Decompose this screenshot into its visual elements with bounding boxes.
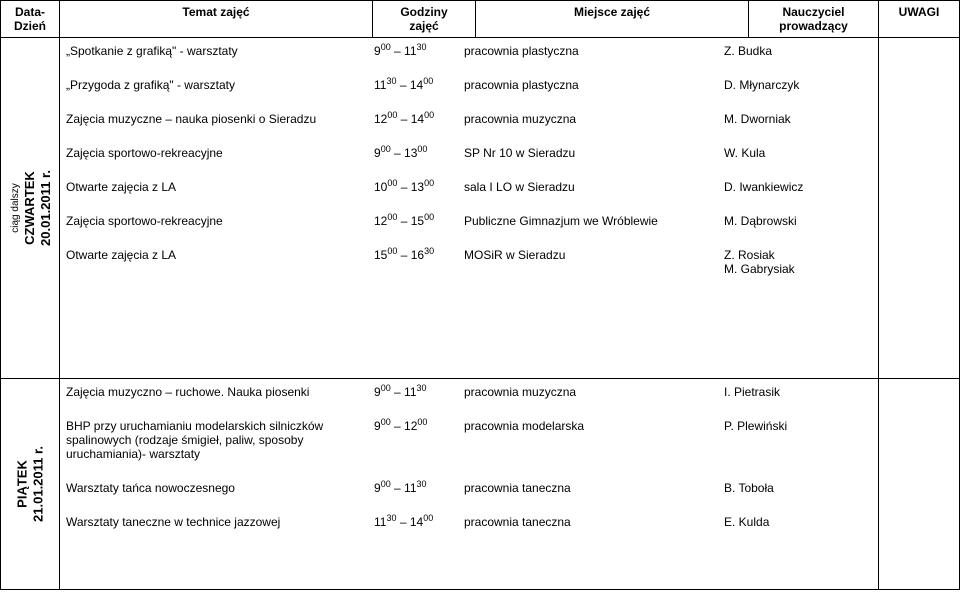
table-row: Zajęcia sportowo-rekreacyjne1200 – 1500P… bbox=[60, 208, 878, 234]
col-place: Miejsce zajęć bbox=[476, 1, 749, 38]
subject-cell: Warsztaty taneczne w technice jazzowej bbox=[66, 515, 374, 529]
teacher-cell: Z. RosiakM. Gabrysiak bbox=[724, 248, 872, 276]
row-spacer bbox=[60, 132, 878, 140]
header-teacher: Nauczycielprowadzący bbox=[779, 5, 848, 33]
content-friday: Zajęcia muzyczno – ruchowe. Nauka piosen… bbox=[60, 379, 879, 590]
header-hours: Godzinyzajęć bbox=[400, 5, 447, 33]
subject-cell: „Przygoda z grafiką" - warsztaty bbox=[66, 78, 374, 92]
subject-cell: Otwarte zajęcia z LA bbox=[66, 180, 374, 194]
hours-cell: 900 – 1130 bbox=[374, 385, 464, 399]
place-cell: MOSiR w Sieradzu bbox=[464, 248, 724, 262]
table-row: BHP przy uruchamianiu modelarskich silni… bbox=[60, 413, 878, 467]
place-cell: pracownia taneczna bbox=[464, 481, 724, 495]
date-label-thursday: ciąg dalszy CZWARTEK 20.01.2011 r. bbox=[7, 170, 53, 246]
teacher-cell: P. Plewiński bbox=[724, 419, 872, 433]
table-row: Warsztaty taneczne w technice jazzowej11… bbox=[60, 509, 878, 535]
col-date: Data-Dzień bbox=[1, 1, 60, 38]
col-subject: Temat zajęć bbox=[60, 1, 373, 38]
row-spacer bbox=[60, 166, 878, 174]
date-dayname-fri: PIĄTEK bbox=[14, 460, 29, 508]
date-cell-thursday: ciąg dalszy CZWARTEK 20.01.2011 r. bbox=[1, 38, 60, 379]
hours-cell: 1130 – 1400 bbox=[374, 78, 464, 92]
date-dayname: CZWARTEK bbox=[22, 171, 37, 245]
table-row: Zajęcia sportowo-rekreacyjne900 – 1300SP… bbox=[60, 140, 878, 166]
hours-cell: 1000 – 1300 bbox=[374, 180, 464, 194]
date-date: 20.01.2011 r. bbox=[38, 170, 53, 246]
row-spacer bbox=[60, 501, 878, 509]
table-row: Warsztaty tańca nowoczesnego900 – 1130pr… bbox=[60, 475, 878, 501]
teacher-cell: D. Młynarczyk bbox=[724, 78, 872, 92]
table-row: „Spotkanie z grafiką" - warsztaty900 – 1… bbox=[60, 38, 878, 64]
subject-cell: Zajęcia muzyczno – ruchowe. Nauka piosen… bbox=[66, 385, 374, 399]
teacher-cell: Z. Budka bbox=[724, 44, 872, 58]
date-continues: ciąg dalszy bbox=[10, 183, 21, 232]
table-row: Zajęcia muzyczno – ruchowe. Nauka piosen… bbox=[60, 379, 878, 405]
place-cell: pracownia taneczna bbox=[464, 515, 724, 529]
subject-cell: Zajęcia sportowo-rekreacyjne bbox=[66, 146, 374, 160]
notes-thursday bbox=[879, 38, 960, 379]
date-cell-friday: PIĄTEK 21.01.2011 r. bbox=[1, 379, 60, 590]
notes-friday bbox=[879, 379, 960, 590]
hours-cell: 1500 – 1630 bbox=[374, 248, 464, 262]
hours-cell: 1130 – 1400 bbox=[374, 515, 464, 529]
teacher-cell: M. Dworniak bbox=[724, 112, 872, 126]
place-cell: pracownia plastyczna bbox=[464, 44, 724, 58]
hours-cell: 1200 – 1400 bbox=[374, 112, 464, 126]
hours-cell: 900 – 1300 bbox=[374, 146, 464, 160]
subject-cell: Warsztaty tańca nowoczesnego bbox=[66, 481, 374, 495]
subject-cell: Zajęcia sportowo-rekreacyjne bbox=[66, 214, 374, 228]
teacher-cell: M. Dąbrowski bbox=[724, 214, 872, 228]
header-subject: Temat zajęć bbox=[182, 5, 249, 19]
hours-cell: 900 – 1130 bbox=[374, 44, 464, 58]
col-teacher: Nauczycielprowadzący bbox=[749, 1, 879, 38]
row-spacer bbox=[60, 467, 878, 475]
header-place: Miejsce zajęć bbox=[574, 5, 650, 19]
place-cell: SP Nr 10 w Sieradzu bbox=[464, 146, 724, 160]
teacher-cell: W. Kula bbox=[724, 146, 872, 160]
table-row: Otwarte zajęcia z LA1500 – 1630MOSiR w S… bbox=[60, 242, 878, 282]
subject-cell: BHP przy uruchamianiu modelarskich silni… bbox=[66, 419, 374, 461]
content-thursday: „Spotkanie z grafiką" - warsztaty900 – 1… bbox=[60, 38, 879, 379]
row-spacer bbox=[60, 405, 878, 413]
place-cell: sala I LO w Sieradzu bbox=[464, 180, 724, 194]
header-notes: UWAGI bbox=[899, 5, 940, 19]
place-cell: pracownia muzyczna bbox=[464, 385, 724, 399]
place-cell: pracownia plastyczna bbox=[464, 78, 724, 92]
teacher-cell: E. Kulda bbox=[724, 515, 872, 529]
place-cell: pracownia muzyczna bbox=[464, 112, 724, 126]
hours-cell: 900 – 1130 bbox=[374, 481, 464, 495]
row-spacer bbox=[60, 234, 878, 242]
subject-cell: „Spotkanie z grafiką" - warsztaty bbox=[66, 44, 374, 58]
date-date-fri: 21.01.2011 r. bbox=[30, 446, 45, 522]
subject-cell: Otwarte zajęcia z LA bbox=[66, 248, 374, 262]
place-cell: Publiczne Gimnazjum we Wróblewie bbox=[464, 214, 724, 228]
hours-cell: 1200 – 1500 bbox=[374, 214, 464, 228]
table-row: Otwarte zajęcia z LA1000 – 1300sala I LO… bbox=[60, 174, 878, 200]
col-hours: Godzinyzajęć bbox=[373, 1, 476, 38]
row-spacer bbox=[60, 64, 878, 72]
teacher-cell: B. Toboła bbox=[724, 481, 872, 495]
header-date: Data-Dzień bbox=[14, 5, 46, 33]
place-cell: pracownia modelarska bbox=[464, 419, 724, 433]
date-label-friday: PIĄTEK 21.01.2011 r. bbox=[14, 446, 45, 522]
hours-cell: 900 – 1200 bbox=[374, 419, 464, 433]
col-notes: UWAGI bbox=[879, 1, 960, 38]
schedule-table: Data-Dzień Temat zajęć Godzinyzajęć Miej… bbox=[0, 0, 960, 590]
subject-cell: Zajęcia muzyczne – nauka piosenki o Sier… bbox=[66, 112, 374, 126]
table-row: Zajęcia muzyczne – nauka piosenki o Sier… bbox=[60, 106, 878, 132]
row-spacer bbox=[60, 200, 878, 208]
row-spacer bbox=[60, 98, 878, 106]
teacher-cell: D. Iwankiewicz bbox=[724, 180, 872, 194]
teacher-cell: I. Pietrasik bbox=[724, 385, 872, 399]
table-row: „Przygoda z grafiką" - warsztaty1130 – 1… bbox=[60, 72, 878, 98]
